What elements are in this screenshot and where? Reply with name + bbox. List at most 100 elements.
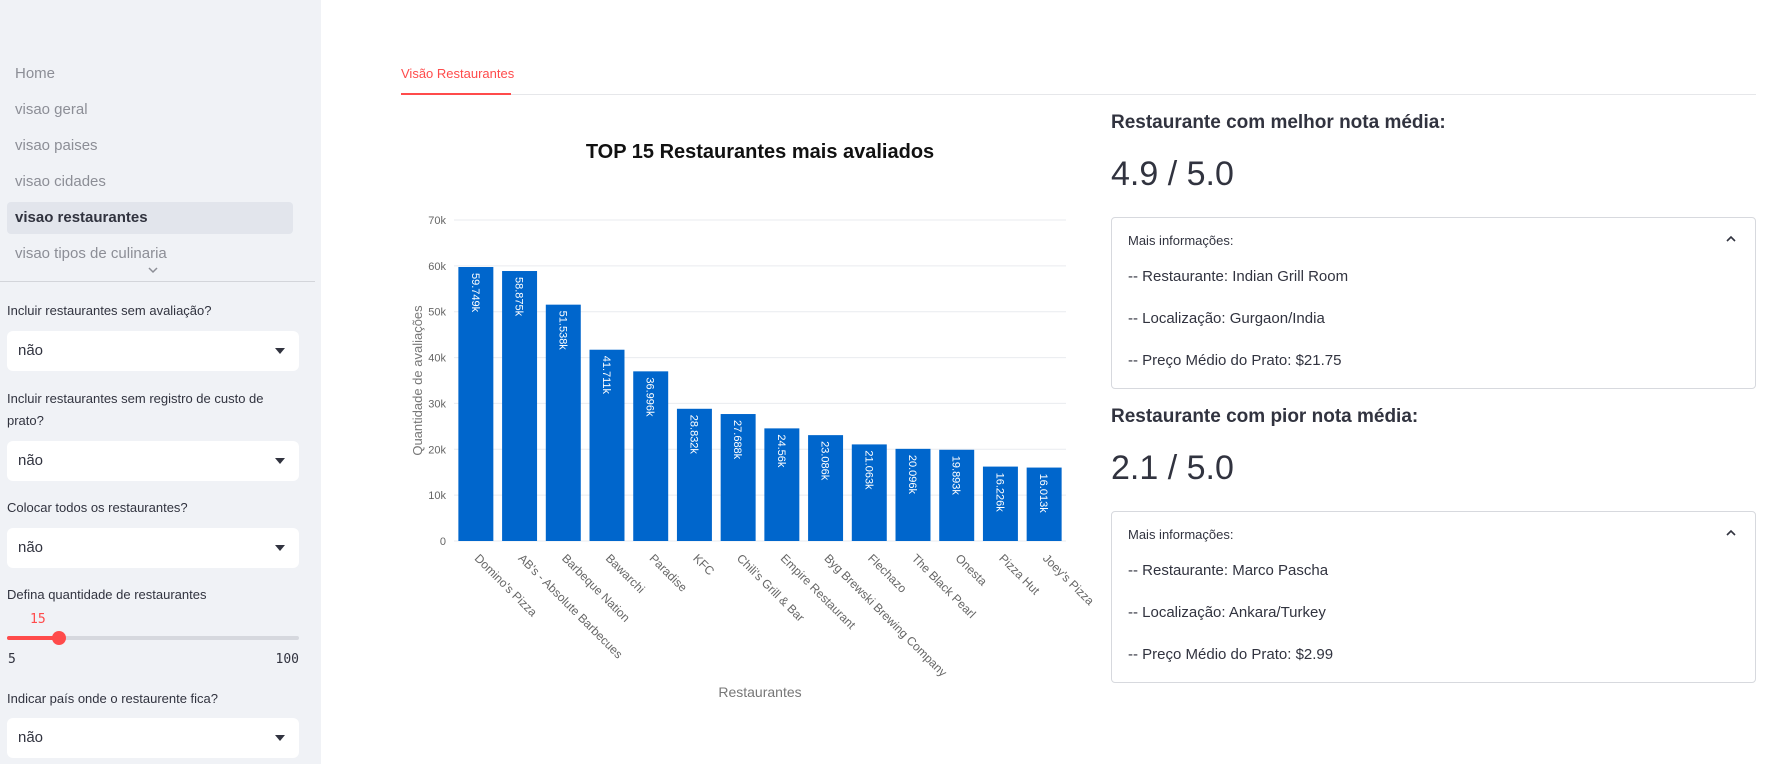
tab-active-indicator (401, 93, 511, 95)
bar-value-label: 21.063k (862, 450, 874, 490)
all-restaurants-select[interactable]: não (7, 528, 299, 568)
caret-down-icon (275, 735, 285, 741)
chevron-down-icon[interactable] (147, 265, 159, 275)
best-restaurant-price: -- Preço Médio do Prato: $21.75 (1128, 352, 1342, 369)
bar-value-label: 19.893k (950, 456, 962, 496)
x-tick-label: Bawarchi (603, 551, 648, 596)
chart-title: TOP 15 Restaurantes mais avaliados (586, 141, 934, 163)
include-no-cost-value: não (18, 452, 44, 469)
best-restaurant-location: -- Localização: Gurgaon/India (1128, 310, 1325, 327)
nav-item-visao-geral[interactable]: visao geral (15, 101, 88, 118)
bar-value-label: 58.875k (513, 277, 525, 317)
y-tick-label: 70k (428, 215, 446, 227)
include-unrated-label: Incluir restaurantes sem avaliação? (7, 303, 212, 318)
bar (545, 304, 581, 541)
best-info-expander: Mais informações: -- Restaurante: Indian… (1111, 217, 1756, 389)
slider-max: 100 (275, 652, 299, 667)
bar-value-label: 16.013k (1037, 474, 1049, 514)
worst-expander-header[interactable]: Mais informações: (1128, 527, 1234, 542)
x-axis-label: Restaurantes (718, 684, 801, 700)
y-tick-label: 10k (428, 490, 446, 502)
y-tick-label: 0 (440, 536, 446, 548)
restaurant-count-slider[interactable]: 15 5 100 (7, 612, 299, 672)
worst-rating-value: 2.1 / 5.0 (1111, 449, 1234, 487)
caret-down-icon (275, 545, 285, 551)
tab-divider (401, 94, 1756, 95)
nav-item-visao-paises[interactable]: visao paises (15, 137, 98, 154)
bar-value-label: 51.538k (556, 311, 568, 351)
sidebar: Home visao geral visao paises visao cida… (0, 0, 321, 764)
slider-fill (7, 636, 59, 640)
bar (720, 414, 756, 541)
best-restaurant-name: -- Restaurante: Indian Grill Room (1128, 268, 1349, 285)
restaurant-count-label: Defina quantidade de restaurantes (7, 587, 207, 602)
include-no-cost-label: Incluir restaurantes sem registro de cus… (7, 391, 264, 428)
show-country-value: não (18, 729, 44, 746)
nav-item-home[interactable]: Home (15, 65, 56, 82)
bar (982, 466, 1018, 541)
caret-down-icon (275, 348, 285, 354)
chevron-up-icon[interactable] (1725, 235, 1737, 243)
bar (502, 271, 538, 541)
include-no-cost-select[interactable]: não (7, 441, 299, 481)
chart-svg: TOP 15 Restaurantes mais avaliados 0 10k 20… (410, 141, 1097, 700)
bar-value-label: 20.096k (906, 455, 918, 495)
worst-rating-label: Restaurante com pior nota média: (1111, 406, 1419, 427)
y-tick-label: 20k (428, 444, 446, 456)
slider-current-value: 15 (30, 612, 46, 627)
bar (895, 448, 931, 541)
sidebar-divider (0, 281, 315, 282)
y-axis-label: Quantidade de avaliações (410, 305, 425, 456)
worst-restaurant-name: -- Restaurante: Marco Pascha (1128, 562, 1329, 579)
include-unrated-value: não (18, 342, 44, 359)
y-tick-label: 50k (428, 307, 446, 319)
include-unrated-select[interactable]: não (7, 331, 299, 371)
bar-value-label: 36.996k (644, 377, 656, 417)
bar (1026, 467, 1062, 541)
bar (808, 435, 844, 541)
worst-info-expander: Mais informações: -- Restaurante: Marco … (1111, 511, 1756, 683)
bar-value-label: 27.688k (731, 420, 743, 460)
bar (589, 349, 625, 541)
tab-visao-restaurantes[interactable]: Visão Restaurantes (401, 66, 515, 81)
x-tick-label: Pizza Hut (996, 551, 1043, 598)
slider-min: 5 (8, 652, 16, 667)
bar-value-label: 41.711k (600, 356, 612, 395)
show-country-label: Indicar país onde o restaurente fica? (7, 691, 219, 706)
all-restaurants-label: Colocar todos os restaurantes? (7, 500, 188, 515)
slider-track[interactable] (7, 636, 299, 640)
worst-restaurant-price: -- Preço Médio do Prato: $2.99 (1128, 646, 1334, 663)
y-tick-label: 30k (428, 398, 446, 410)
bar (458, 267, 494, 541)
x-tick-label: Flechazo (865, 551, 910, 596)
bar (851, 444, 887, 541)
y-tick-label: 60k (428, 261, 446, 273)
nav-item-visao-tipos-de-culinaria[interactable]: visao tipos de culinaria (15, 245, 167, 262)
x-tick-label: Onesta (953, 551, 990, 588)
best-rating-value: 4.9 / 5.0 (1111, 155, 1234, 193)
slider-thumb[interactable] (52, 631, 66, 645)
caret-down-icon (275, 458, 285, 464)
best-rating-label: Restaurante com melhor nota média: (1111, 112, 1446, 133)
bar-value-label: 16.226k (993, 473, 1005, 513)
y-tick-label: 40k (428, 353, 446, 365)
show-country-select[interactable]: não (7, 718, 299, 758)
bar-chart: TOP 15 Restaurantes mais avaliados 0 10k 20… (390, 130, 1110, 730)
bar (676, 408, 712, 541)
x-tick-label: Paradise (647, 551, 691, 595)
nav-item-visao-cidades[interactable]: visao cidades (15, 173, 106, 190)
bar (939, 449, 975, 541)
x-tick-label: Joey's Pizza (1040, 551, 1097, 608)
bar-value-label: 59.749k (469, 273, 481, 313)
sidebar-nav: Home visao geral visao paises visao cida… (7, 58, 293, 278)
x-tick-label: Empire Restaurant (778, 551, 859, 632)
best-expander-header[interactable]: Mais informações: (1128, 233, 1234, 248)
worst-restaurant-location: -- Localização: Ankara/Turkey (1128, 604, 1326, 621)
x-tick-label: KFC (690, 551, 717, 578)
bar-value-label: 23.086k (819, 441, 831, 481)
chevron-up-icon[interactable] (1725, 529, 1737, 537)
bar (633, 371, 669, 541)
nav-item-visao-restaurantes[interactable]: visao restaurantes (7, 202, 293, 234)
bar-value-label: 28.832k (687, 415, 699, 455)
all-restaurants-value: não (18, 539, 44, 556)
